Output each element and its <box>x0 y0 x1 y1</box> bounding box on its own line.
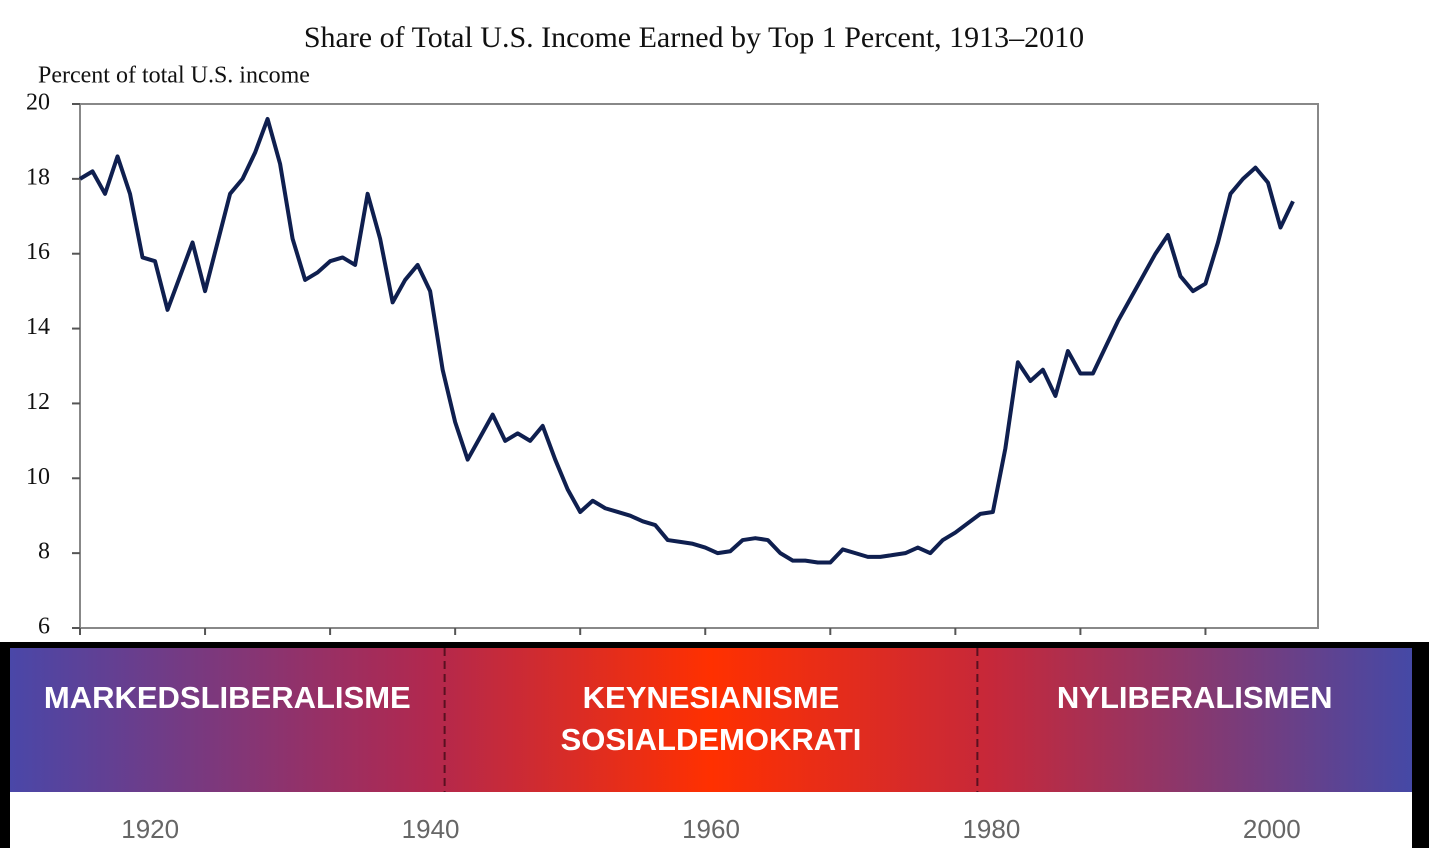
era-axis-background <box>10 792 1412 848</box>
era-label: SOSIALDEMOKRATI <box>561 722 862 757</box>
era-band <box>10 648 1412 792</box>
y-axis-label: Percent of total U.S. income <box>38 63 310 89</box>
chart-title: Share of Total U.S. Income Earned by Top… <box>304 21 1084 54</box>
y-tick-label: 18 <box>26 164 50 190</box>
y-tick-label: 10 <box>26 464 50 490</box>
y-tick-label: 20 <box>26 90 50 116</box>
era-axis-label: 2000 <box>1243 814 1301 844</box>
era-label: MARKEDSLIBERALISME <box>44 680 411 715</box>
era-label: NYLIBERALISMEN <box>1057 680 1333 715</box>
plot-frame <box>79 103 1319 629</box>
era-label: KEYNESIANISME <box>583 680 840 715</box>
chart-background <box>0 0 1429 642</box>
y-tick-label: 8 <box>38 539 50 565</box>
y-tick-label: 16 <box>26 239 50 265</box>
era-axis-label: 1980 <box>962 814 1020 844</box>
y-tick-label: 14 <box>26 314 50 340</box>
era-axis-label: 1960 <box>682 814 740 844</box>
era-axis-label: 1920 <box>121 814 179 844</box>
data-line <box>78 116 1295 565</box>
y-tick-label: 12 <box>26 389 50 415</box>
era-axis-label: 1940 <box>402 814 460 844</box>
y-tick-label: 6 <box>38 614 50 640</box>
